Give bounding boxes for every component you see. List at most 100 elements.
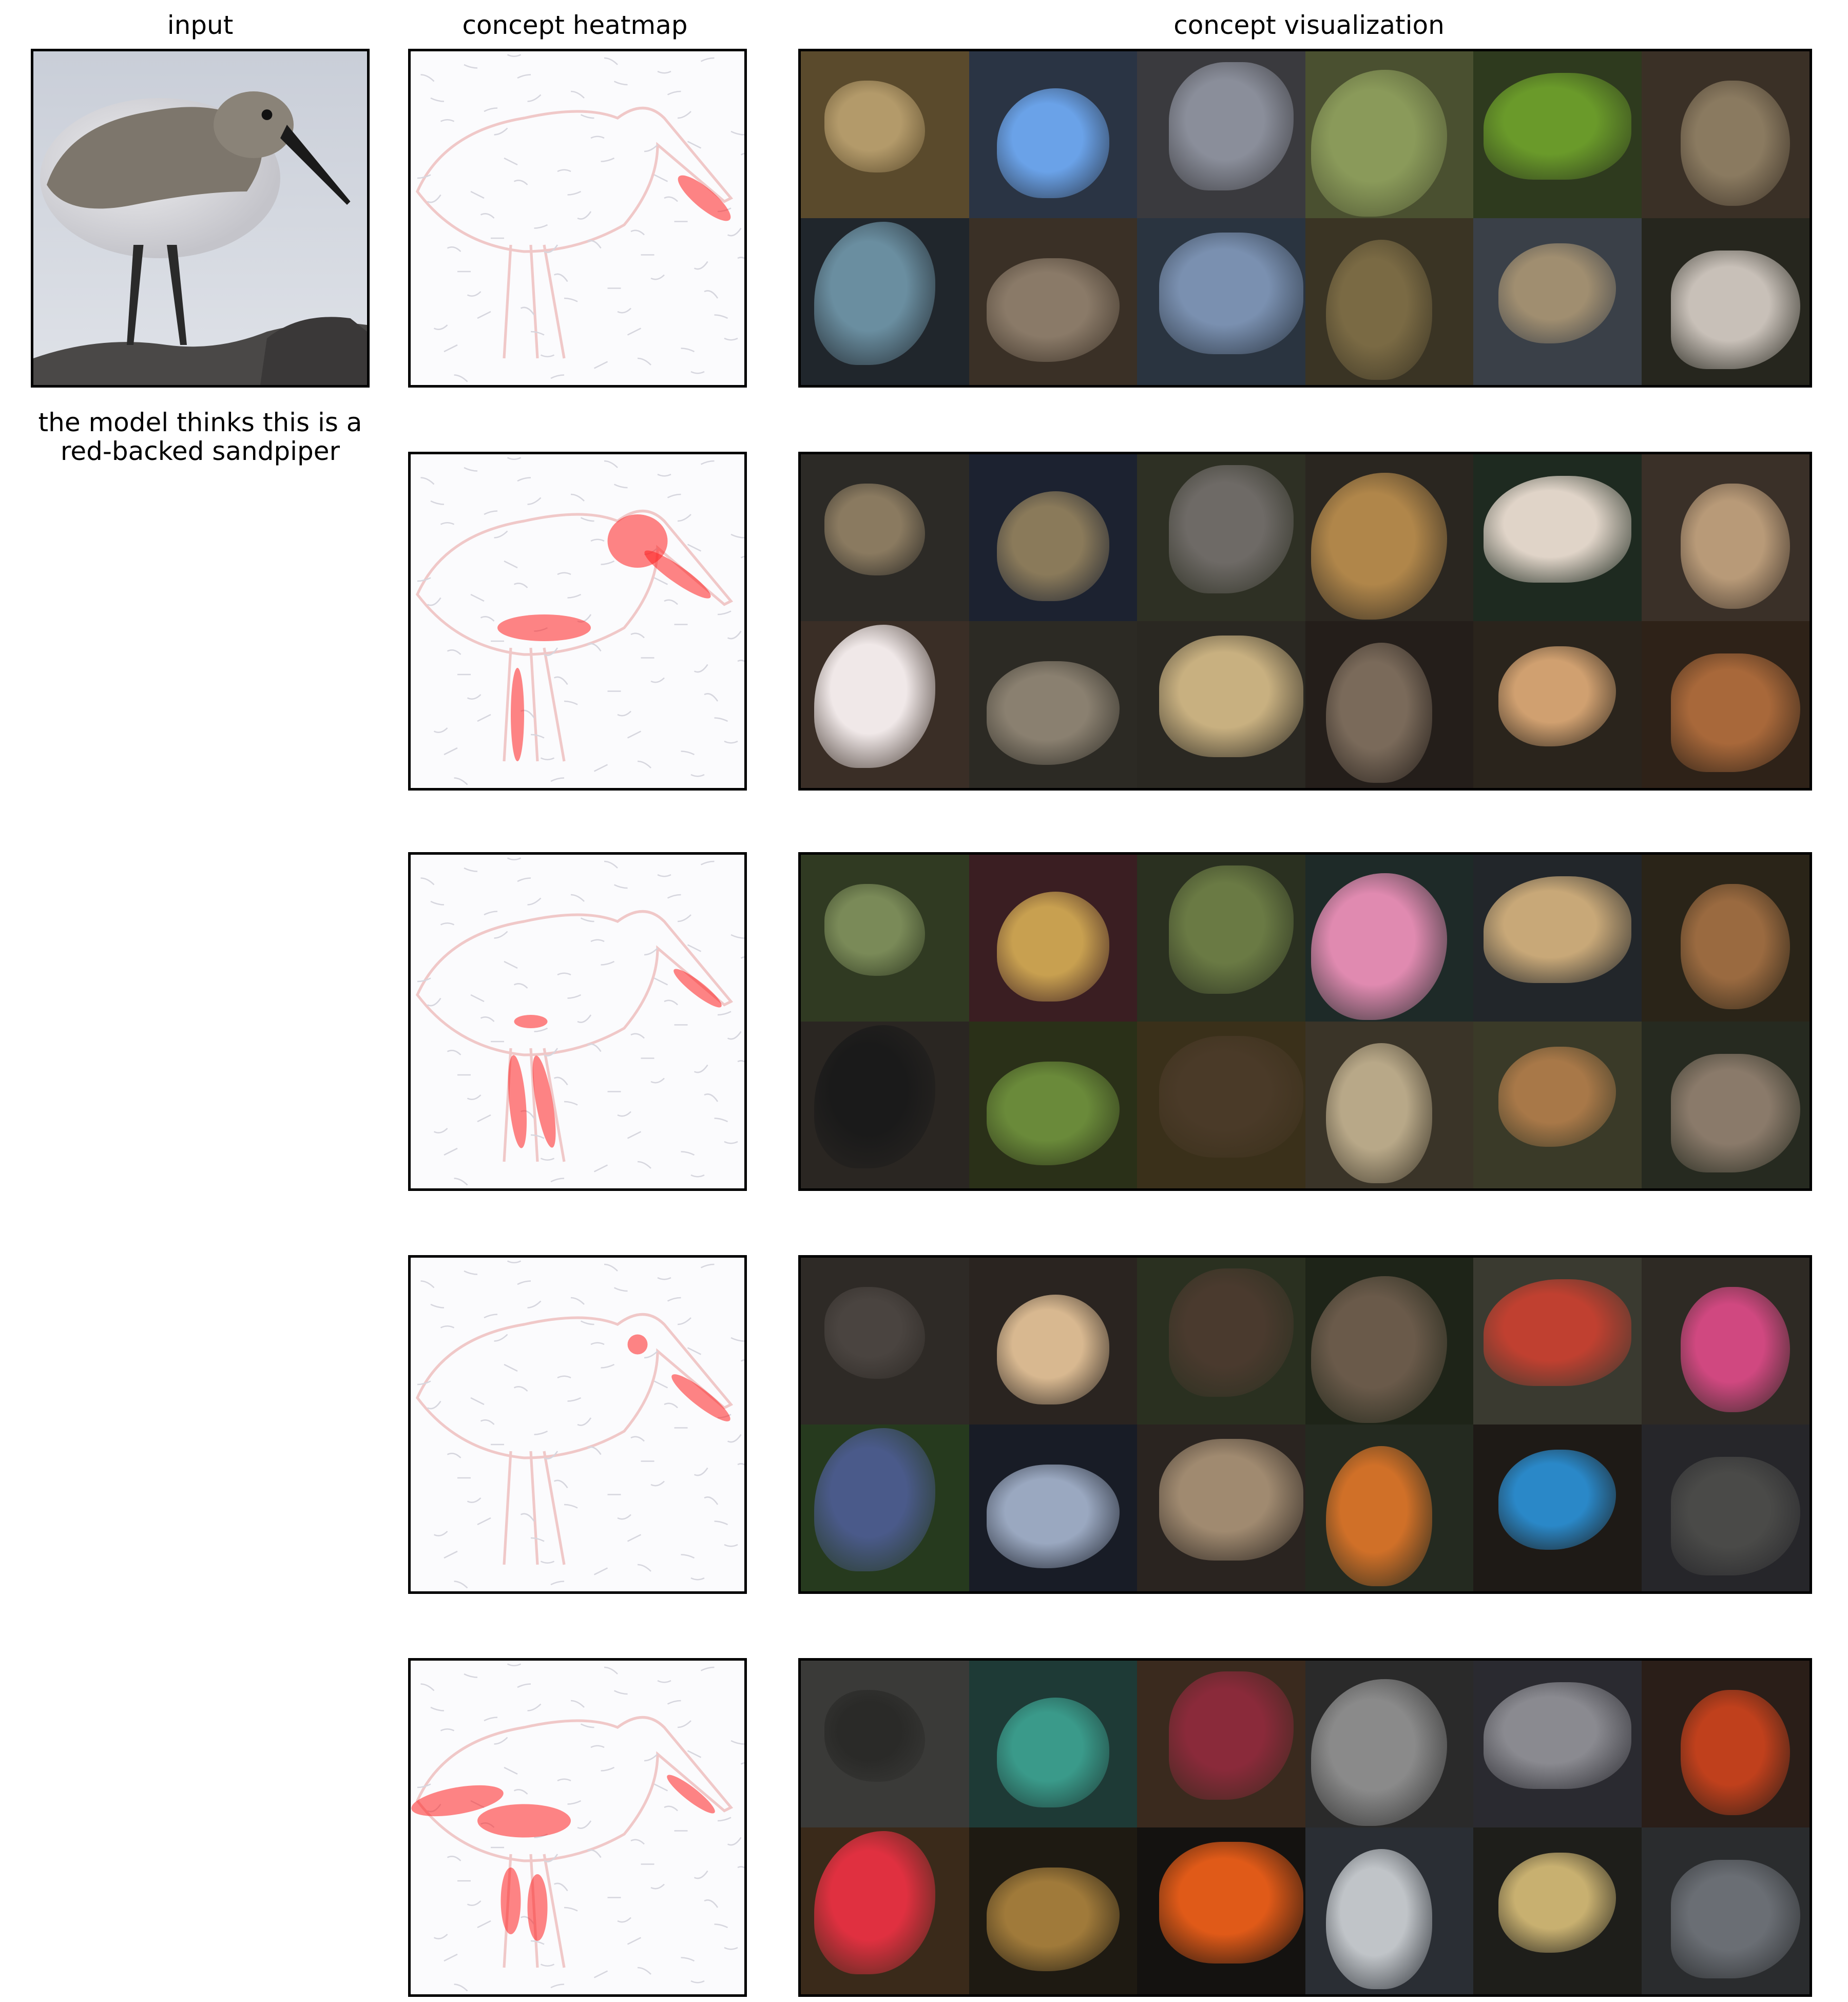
heat-hotspot <box>667 1775 715 1814</box>
highlighted-region <box>824 80 926 172</box>
highlighted-region <box>996 891 1109 1002</box>
concept-example-tile <box>1473 855 1642 1022</box>
highlighted-region <box>1311 1679 1448 1826</box>
concept-example-tile <box>1473 1022 1642 1188</box>
concept-example-tile <box>1137 1827 1305 1994</box>
heatmap-overlay <box>411 1661 744 1992</box>
concept-example-tile <box>969 1424 1137 1591</box>
concept-example-tile <box>1305 1258 1473 1424</box>
heat-hotspot <box>477 1804 571 1838</box>
highlighted-region <box>1483 1682 1631 1789</box>
concept-heatmap <box>408 1255 747 1594</box>
highlighted-region <box>986 661 1120 765</box>
highlighted-region <box>1326 643 1432 783</box>
highlighted-region <box>1670 653 1800 773</box>
highlighted-region <box>1670 1457 1800 1576</box>
concept-visualization-grid <box>798 1255 1812 1594</box>
heat-hotspot <box>532 1055 556 1148</box>
concept-example-tile <box>969 1258 1137 1424</box>
highlighted-region <box>824 883 926 976</box>
heatmap-overlay <box>411 855 744 1186</box>
concept-example-tile <box>1641 1661 1810 1827</box>
highlighted-region <box>1159 1841 1304 1964</box>
highlighted-region <box>1311 1276 1448 1423</box>
concept-example-tile <box>1305 51 1473 218</box>
concept-example-tile <box>1641 1424 1810 1591</box>
highlighted-region <box>1159 232 1304 354</box>
concept-example-tile <box>801 1424 969 1591</box>
heat-hotspot <box>527 1874 548 1941</box>
concept-example-tile <box>1137 855 1305 1022</box>
heat-hotspot <box>678 175 731 221</box>
highlighted-region <box>1169 1268 1294 1397</box>
sandpiper-photo <box>33 51 367 385</box>
highlighted-region <box>814 1025 935 1168</box>
concept-example-tile <box>801 855 969 1022</box>
heat-hotspot <box>500 1868 521 1934</box>
highlighted-region <box>1326 1043 1432 1184</box>
highlighted-region <box>1670 1860 1800 1979</box>
highlighted-region <box>1326 240 1432 380</box>
concept-visualization-grid <box>798 852 1812 1191</box>
highlighted-region <box>1681 883 1791 1009</box>
highlighted-region <box>996 491 1109 601</box>
highlighted-region <box>986 258 1120 362</box>
concept-example-tile <box>969 621 1137 788</box>
highlighted-region <box>1169 865 1294 994</box>
concept-example-tile <box>1305 1022 1473 1188</box>
concept-example-tile <box>969 51 1137 218</box>
concept-example-tile <box>1473 51 1642 218</box>
highlighted-region <box>1498 646 1616 746</box>
heatmap-overlay <box>411 51 744 382</box>
input-image <box>31 49 370 388</box>
concept-example-tile <box>1137 1022 1305 1188</box>
concept-heatmap <box>408 49 747 388</box>
concept-heatmap <box>408 452 747 791</box>
concept-example-tile <box>1305 1424 1473 1591</box>
highlighted-region <box>1498 1852 1616 1953</box>
highlighted-region <box>824 1286 926 1379</box>
concept-example-tile <box>1473 1661 1642 1827</box>
concept-example-tile <box>801 51 969 218</box>
heat-hotspot <box>673 969 722 1008</box>
concept-example-tile <box>969 1022 1137 1188</box>
heat-hotspot <box>497 614 591 641</box>
highlighted-region <box>1311 69 1448 217</box>
concept-visualization-grid <box>798 452 1812 791</box>
highlighted-region <box>1681 1689 1791 1815</box>
heat-hotspot <box>511 668 524 761</box>
concept-example-tile <box>1641 218 1810 385</box>
highlighted-region <box>814 1831 935 1974</box>
concept-example-tile <box>801 218 969 385</box>
highlighted-region <box>996 1294 1109 1404</box>
highlighted-region <box>1483 476 1631 583</box>
highlighted-region <box>996 88 1109 198</box>
highlighted-region <box>996 1697 1109 1807</box>
concept-visualization-grid <box>798 1658 1812 1997</box>
concept-example-tile <box>1473 454 1642 621</box>
input-column-title: input <box>167 10 234 40</box>
concept-example-tile <box>969 1661 1137 1827</box>
highlighted-region <box>1326 1446 1432 1587</box>
highlighted-region <box>814 221 935 365</box>
concept-example-tile <box>801 1827 969 1994</box>
highlighted-region <box>1670 1054 1800 1173</box>
highlighted-region <box>814 624 935 768</box>
concept-example-tile <box>801 454 969 621</box>
highlighted-region <box>1681 1286 1791 1412</box>
concept-example-tile <box>1137 1424 1305 1591</box>
concept-example-tile <box>969 855 1137 1022</box>
heat-hotspot <box>508 1055 527 1148</box>
highlighted-region <box>1169 62 1294 191</box>
heat-hotspot <box>671 1374 730 1421</box>
concept-example-tile <box>1473 621 1642 788</box>
heat-hotspot <box>644 550 711 599</box>
highlighted-region <box>1681 483 1791 609</box>
heat-hotspot <box>514 1015 548 1028</box>
highlighted-region <box>986 1465 1120 1568</box>
concept-example-tile <box>1305 1661 1473 1827</box>
concept-example-tile <box>801 1258 969 1424</box>
concept-example-tile <box>1137 621 1305 788</box>
concept-heatmap <box>408 852 747 1191</box>
concept-example-tile <box>1641 621 1810 788</box>
